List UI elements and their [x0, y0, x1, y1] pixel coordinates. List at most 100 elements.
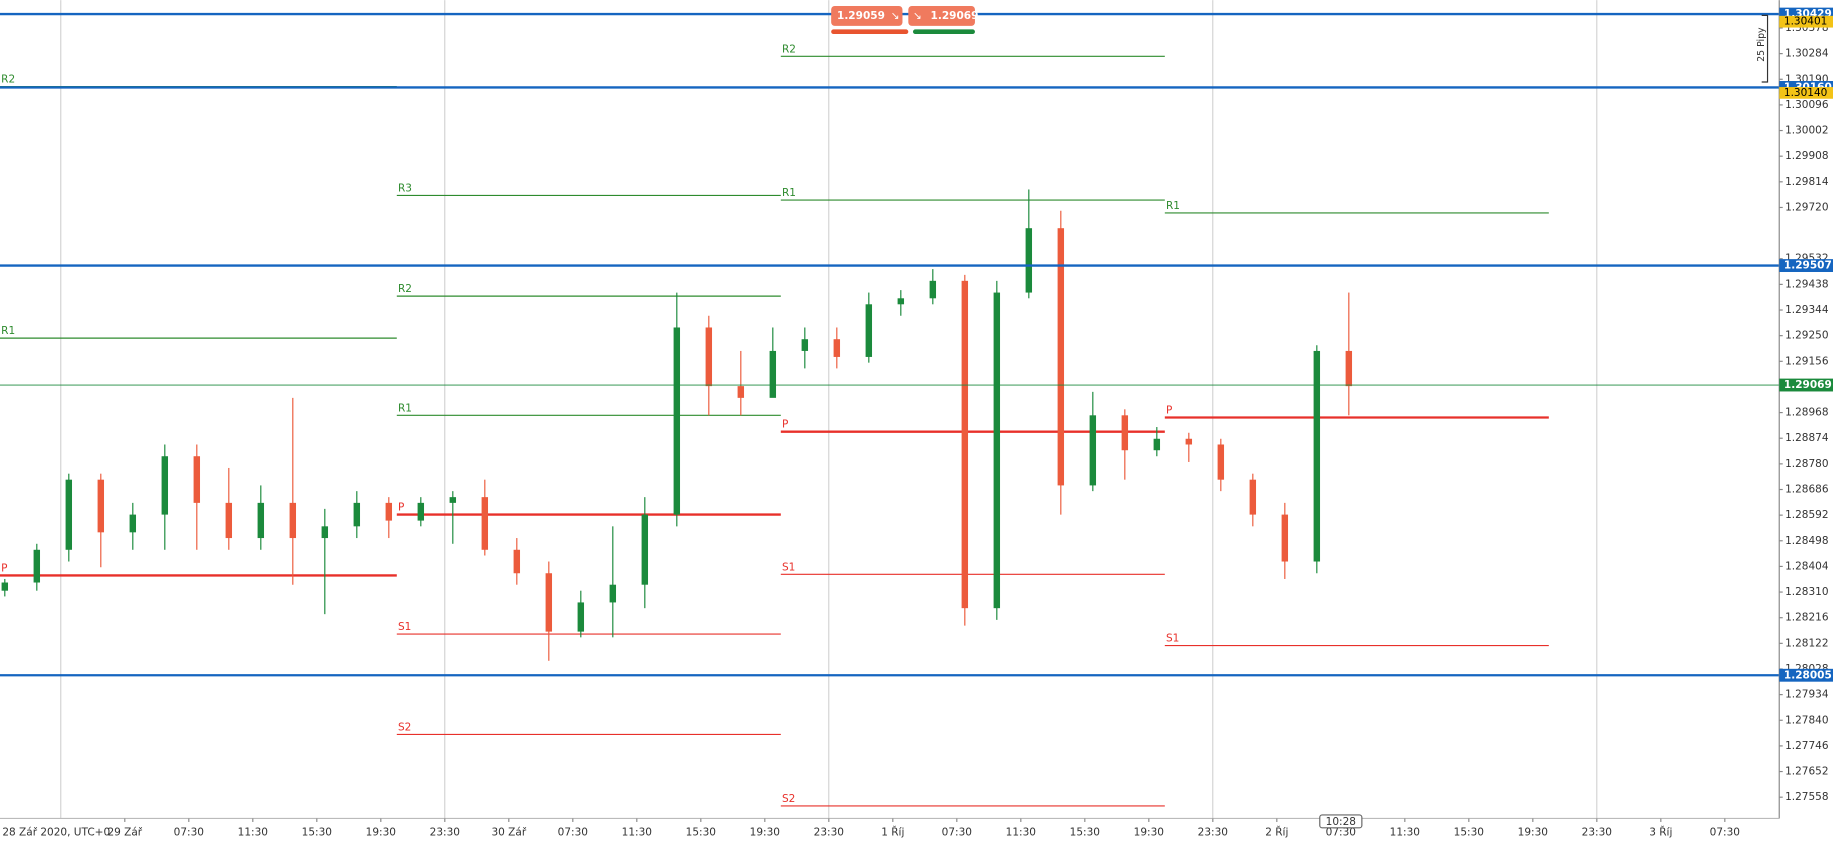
candle-body — [33, 549, 41, 583]
y-tick-label: 1.28686 — [1785, 484, 1829, 496]
candle-body — [545, 573, 553, 632]
candle-body — [481, 497, 489, 550]
x-tick-label: 2 Říj — [1265, 825, 1288, 838]
y-tick-label: 1.27558 — [1785, 791, 1829, 803]
candle-body — [1217, 444, 1225, 480]
candle-body — [1345, 350, 1353, 387]
candle-body — [641, 514, 649, 585]
x-tick-label: 19:30 — [366, 826, 396, 838]
y-tick-label: 1.28404 — [1785, 560, 1829, 572]
candle-body — [97, 479, 105, 533]
x-tick-label: 15:30 — [302, 826, 332, 838]
candle-body — [1249, 479, 1257, 515]
grid — [60, 0, 1598, 819]
x-tick-label: 07:30 — [1710, 826, 1740, 838]
x-tick-label: 30 Zář — [491, 826, 526, 838]
time-marker-label: 10:28 — [1326, 816, 1356, 828]
x-tick-label: 07:30 — [174, 826, 204, 838]
y-tick-label: 1.29720 — [1785, 201, 1829, 213]
x-tick-label: 07:30 — [942, 826, 972, 838]
alert-label: 1.30140 — [1784, 87, 1828, 99]
candle-body — [161, 456, 169, 515]
candle-body — [929, 280, 937, 299]
y-tick-label: 1.29438 — [1785, 278, 1829, 290]
candle-body — [1153, 438, 1161, 451]
alert-box — [1779, 87, 1833, 99]
candle-body — [801, 339, 809, 351]
pivot-label: S1 — [1166, 633, 1179, 645]
price-box-label: 1.29507 — [1784, 260, 1832, 272]
x-tick-label: 29 Zář — [107, 826, 142, 838]
candle-body — [193, 456, 201, 503]
y-tick-label: 1.27746 — [1785, 740, 1829, 752]
candle-body — [1057, 228, 1065, 486]
x-tick-label: 15:30 — [1070, 826, 1100, 838]
price-box — [1779, 259, 1833, 272]
candle-body — [225, 502, 233, 539]
y-tick-label: 1.30284 — [1785, 48, 1829, 60]
candle-body — [449, 497, 457, 503]
x-tick-label: 15:30 — [1454, 826, 1484, 838]
price-box — [1779, 668, 1833, 682]
buy-arrow: ↘ — [913, 10, 922, 22]
x-tick-label: 23:30 — [1198, 826, 1228, 838]
y-tick-label: 1.30096 — [1785, 99, 1829, 111]
candle-body — [385, 502, 393, 521]
x-tick-label: 11:30 — [1006, 826, 1036, 838]
x-tick-label: 3 Říj — [1649, 825, 1672, 838]
y-tick-label: 1.30002 — [1785, 125, 1829, 137]
pivot-label: R1 — [782, 187, 796, 199]
pivot-label: S2 — [398, 721, 411, 733]
candle-body — [577, 602, 585, 632]
y-tick-label: 1.28968 — [1785, 407, 1829, 419]
candle-body — [1281, 514, 1289, 562]
y-tick-label: 1.28592 — [1785, 509, 1829, 521]
bid-price: 1.29059 — [837, 10, 885, 22]
price-boxes: 1.304291.301601.295071.280051.290691.304… — [1779, 7, 1833, 682]
axes: 29 Zář 07:30 11:30 15:30 19:30 23:30 30 Zář 07:… — [107, 22, 1828, 839]
x-tick-label: 07:30 — [558, 826, 588, 838]
pivot-label: R1 — [1, 325, 15, 337]
pivot-label: S1 — [398, 621, 411, 633]
price-box-label: 1.28005 — [1784, 669, 1832, 681]
pivot-label: R1 — [1166, 200, 1180, 212]
candle-body — [1121, 415, 1129, 451]
candle-body — [257, 502, 265, 539]
pivot-label: R2 — [398, 283, 412, 295]
y-tick-label: 1.27652 — [1785, 766, 1829, 778]
candle-body — [289, 502, 297, 539]
candle-body — [1089, 415, 1097, 486]
y-tick-label: 1.28216 — [1785, 612, 1829, 624]
candle-body — [129, 514, 137, 533]
candle-body — [65, 479, 73, 550]
buy-button[interactable] — [908, 6, 975, 26]
candle-body — [769, 350, 777, 398]
alert-box — [1779, 15, 1833, 28]
y-tick-label: 1.29814 — [1785, 176, 1829, 188]
candle-body — [1025, 228, 1033, 293]
x-tick-label: 19:30 — [1134, 826, 1164, 838]
price-box-label: 1.30429 — [1784, 8, 1832, 20]
candle-body — [961, 280, 969, 609]
candle-body — [353, 502, 361, 527]
candle-body — [993, 292, 1001, 609]
y-tick-label: 1.28122 — [1785, 637, 1829, 649]
sell-button[interactable] — [831, 6, 903, 26]
candle-body — [865, 304, 873, 357]
ask-price: 1.29069 — [931, 10, 979, 22]
pivot-label: S2 — [782, 793, 795, 805]
y-tick-label: 1.30378 — [1785, 22, 1829, 34]
pivot-label: R3 — [398, 182, 412, 194]
y-tick-label: 1.29156 — [1785, 355, 1829, 367]
x-tick-label: 11:30 — [1390, 826, 1420, 838]
x-tick-label: 23:30 — [430, 826, 460, 838]
x-tick-label: 23:30 — [1582, 826, 1612, 838]
quote-panel: 1.29059 ↘ ↘ 1.29069 — [831, 6, 979, 35]
current-price-label: 1.29069 — [1784, 379, 1832, 391]
pivot-label: R1 — [398, 402, 412, 414]
y-tick-label: 1.29908 — [1785, 150, 1829, 162]
pivot-label: R2 — [1, 74, 15, 86]
pivot-label: P — [1166, 404, 1172, 416]
candle-body — [513, 549, 521, 574]
